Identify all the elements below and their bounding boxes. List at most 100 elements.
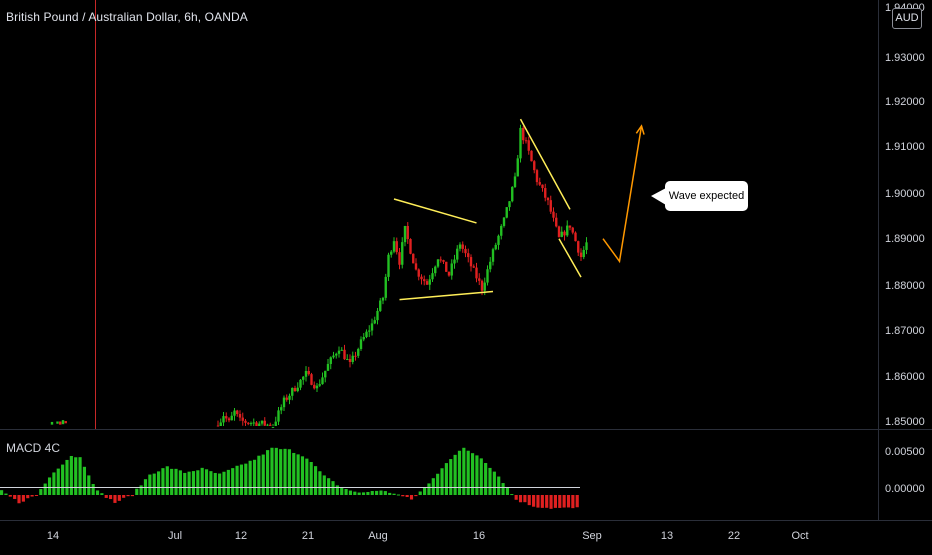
candle-body (343, 349, 346, 360)
candle-body (219, 422, 222, 426)
candle-body (425, 281, 429, 285)
macd-bar (235, 465, 239, 495)
macd-bar (56, 468, 60, 495)
currency-badge[interactable]: AUD (892, 8, 922, 29)
wave-expected-callout[interactable]: Wave expected (665, 181, 748, 211)
candle-body (302, 376, 305, 380)
macd-bar (318, 471, 322, 495)
candle-body (530, 150, 533, 162)
macd-bar (257, 455, 261, 495)
candle-body (417, 269, 420, 277)
macd-bar (453, 454, 457, 495)
macd-bar (279, 449, 283, 495)
macd-bar (527, 495, 531, 506)
candle-body (64, 421, 67, 424)
candle-body (436, 259, 440, 267)
candle-body (249, 423, 253, 425)
candle-body (566, 225, 569, 236)
candle-body (535, 170, 539, 183)
macd-bar (87, 475, 91, 495)
macd-bar (436, 473, 440, 495)
macd-bar (440, 468, 444, 495)
candle-body (403, 225, 407, 243)
macd-bar (292, 452, 296, 495)
macd-bar (392, 493, 396, 495)
indicator-label[interactable]: MACD 4C (6, 441, 61, 455)
macd-bar (331, 481, 335, 495)
price-tick: 1.86000 (885, 371, 925, 383)
time-tick: Jul (168, 530, 182, 542)
macd-bar (558, 495, 562, 508)
candle-body (519, 127, 522, 159)
macd-bar (388, 492, 392, 495)
candle-body (486, 269, 489, 283)
candle-body (255, 422, 258, 426)
macd-bar (462, 447, 466, 495)
macd-bar (8, 495, 12, 497)
price-tick: 1.89000 (885, 233, 925, 245)
price-tick: 1.93000 (885, 52, 925, 64)
time-tick: 12 (235, 530, 247, 542)
candle-body (458, 244, 462, 249)
macd-bar (170, 468, 174, 495)
price-axis[interactable]: 1.94000 1.93000 1.92000 1.91000 1.90000 … (885, 2, 925, 428)
time-tick: Sep (582, 530, 602, 542)
symbol-title[interactable]: British Pound / Australian Dollar, 6h, O… (6, 10, 248, 24)
forecast-wave-path (602, 125, 643, 264)
macd-bar (575, 495, 579, 508)
drawings-layer[interactable] (393, 118, 645, 301)
candle-body (461, 244, 464, 249)
candle-body (285, 397, 288, 400)
macd-axis[interactable]: 0.00500 0.00000 (885, 446, 925, 495)
candle-body (384, 276, 387, 298)
macd-tick: 0.00500 (885, 446, 925, 458)
macd-bar (244, 463, 248, 495)
macd-bar (261, 454, 265, 495)
candle-body (467, 253, 470, 258)
macd-bar (431, 478, 435, 495)
candle-body (368, 330, 371, 332)
candle-body (527, 140, 530, 151)
candle-body (491, 249, 495, 262)
macd-bar (549, 495, 553, 509)
candle-body (59, 421, 62, 425)
macd-bar (562, 495, 566, 508)
candle-body (244, 420, 247, 423)
macd-bar (69, 455, 73, 495)
candle-body (516, 158, 519, 177)
candle-body (233, 410, 236, 416)
candle-body (61, 420, 65, 425)
macd-bar (209, 471, 213, 495)
candle-body (337, 350, 341, 354)
candle-body (296, 387, 299, 392)
wedge-upper-trendline (519, 118, 571, 210)
macd-bar (91, 483, 95, 495)
macd-bar (313, 466, 318, 495)
price-tick: 1.91000 (885, 141, 925, 153)
macd-bar (409, 495, 414, 500)
candle-body (387, 254, 390, 277)
candle-body (50, 421, 54, 425)
macd-bar (540, 495, 544, 508)
macd-tick: 0.00000 (885, 483, 925, 495)
candle-body (269, 424, 272, 426)
macd-bar (126, 495, 130, 497)
time-axis[interactable]: 14 Jul 12 21 Aug 16 Sep 13 22 Oct (47, 530, 809, 542)
macd-bar (545, 495, 549, 508)
macd-bar (130, 495, 134, 497)
candle-body (469, 257, 473, 267)
macd-bar (571, 495, 575, 509)
candle-body (56, 421, 59, 424)
macd-bar (401, 495, 405, 497)
candle-body (500, 225, 503, 236)
macd-bar (375, 490, 379, 495)
candle-body (236, 410, 239, 415)
macd-bar (183, 472, 187, 495)
candle-body (497, 235, 500, 245)
price-tick: 1.88000 (885, 280, 925, 292)
macd-bar (383, 491, 387, 495)
macd-bar (427, 483, 431, 495)
candle-body (332, 355, 335, 358)
